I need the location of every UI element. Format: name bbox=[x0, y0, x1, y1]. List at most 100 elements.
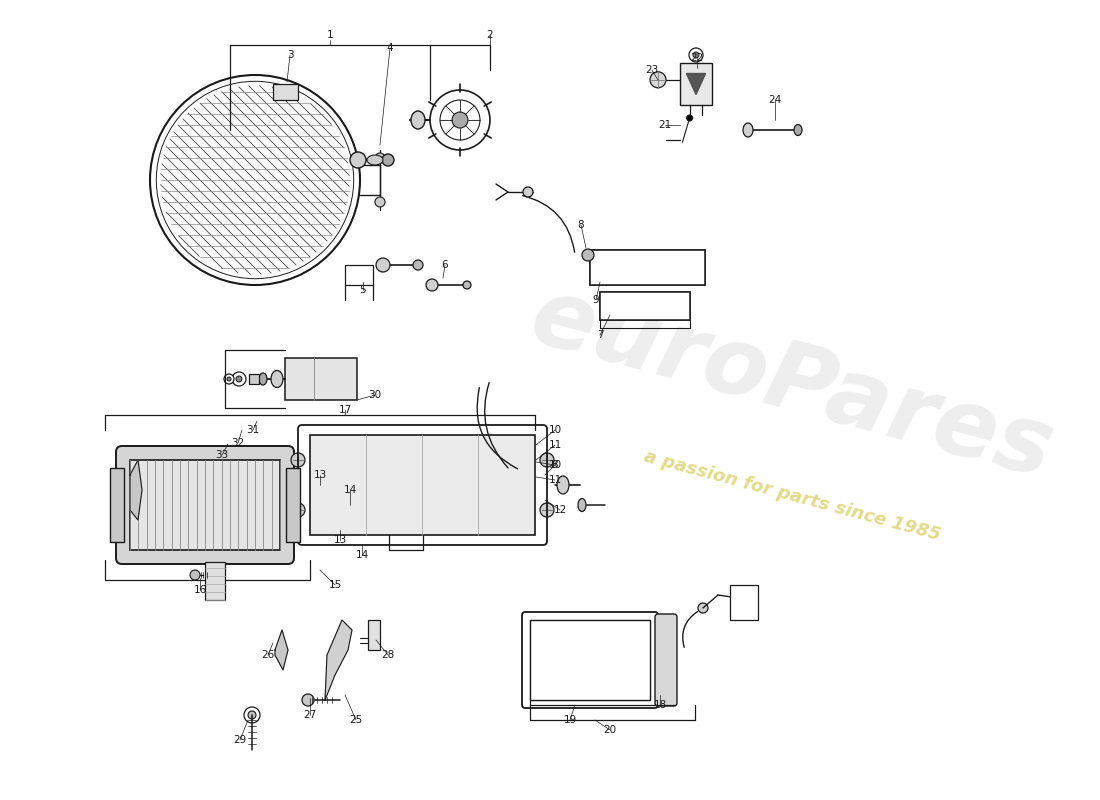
Ellipse shape bbox=[557, 476, 569, 494]
Circle shape bbox=[463, 281, 471, 289]
Circle shape bbox=[156, 82, 354, 278]
Bar bbox=[600, 292, 690, 320]
Text: 16: 16 bbox=[194, 585, 207, 595]
Circle shape bbox=[224, 374, 234, 384]
Circle shape bbox=[582, 249, 594, 261]
Bar bbox=[285, 358, 358, 400]
Circle shape bbox=[292, 503, 305, 517]
Text: 5: 5 bbox=[360, 285, 366, 295]
Circle shape bbox=[440, 100, 480, 140]
Text: 19: 19 bbox=[563, 715, 576, 725]
Bar bbox=[286, 468, 300, 542]
Circle shape bbox=[150, 75, 360, 285]
FancyBboxPatch shape bbox=[116, 446, 294, 564]
Circle shape bbox=[302, 694, 313, 706]
Circle shape bbox=[430, 90, 490, 150]
Ellipse shape bbox=[742, 123, 754, 137]
Text: 3: 3 bbox=[287, 50, 294, 60]
Circle shape bbox=[452, 112, 468, 128]
Bar bbox=[590, 250, 705, 285]
Bar bbox=[672, 292, 681, 320]
Text: 20: 20 bbox=[604, 725, 617, 735]
Polygon shape bbox=[130, 460, 142, 520]
Text: 14: 14 bbox=[343, 485, 356, 495]
Bar bbox=[530, 620, 650, 700]
Bar bbox=[590, 250, 705, 285]
Bar bbox=[368, 620, 379, 650]
Circle shape bbox=[686, 115, 693, 121]
Circle shape bbox=[540, 503, 554, 517]
Bar bbox=[110, 468, 124, 542]
FancyBboxPatch shape bbox=[654, 614, 676, 706]
Text: 25: 25 bbox=[350, 715, 363, 725]
Text: 24: 24 bbox=[769, 95, 782, 105]
Bar bbox=[730, 585, 758, 620]
Text: 4: 4 bbox=[387, 43, 394, 53]
Circle shape bbox=[689, 48, 703, 62]
Text: 26: 26 bbox=[262, 650, 275, 660]
Bar bbox=[590, 250, 600, 285]
Ellipse shape bbox=[271, 370, 283, 387]
Text: 6: 6 bbox=[442, 260, 449, 270]
Ellipse shape bbox=[258, 373, 267, 385]
Bar bbox=[680, 63, 712, 105]
Text: 11: 11 bbox=[549, 475, 562, 485]
Circle shape bbox=[412, 260, 424, 270]
Circle shape bbox=[292, 453, 305, 467]
Bar bbox=[345, 265, 373, 285]
Bar bbox=[628, 250, 638, 285]
Text: 8: 8 bbox=[578, 220, 584, 230]
Text: 21: 21 bbox=[659, 120, 672, 130]
Circle shape bbox=[382, 154, 394, 166]
Bar bbox=[636, 292, 645, 320]
Text: 28: 28 bbox=[382, 650, 395, 660]
Ellipse shape bbox=[411, 111, 425, 129]
Bar bbox=[654, 292, 663, 320]
Circle shape bbox=[698, 603, 708, 613]
Circle shape bbox=[693, 52, 698, 58]
Bar bbox=[273, 84, 298, 100]
Circle shape bbox=[376, 258, 390, 272]
Text: 15: 15 bbox=[329, 580, 342, 590]
Polygon shape bbox=[686, 74, 705, 94]
Circle shape bbox=[350, 152, 366, 168]
Text: 32: 32 bbox=[231, 438, 244, 448]
Text: 2: 2 bbox=[486, 30, 493, 40]
Ellipse shape bbox=[794, 125, 802, 135]
Text: 11: 11 bbox=[549, 440, 562, 450]
Text: 14: 14 bbox=[355, 550, 368, 560]
Text: 10: 10 bbox=[549, 425, 562, 435]
Bar bbox=[648, 250, 657, 285]
Bar bbox=[530, 620, 650, 700]
Text: 33: 33 bbox=[216, 450, 229, 460]
Circle shape bbox=[375, 197, 385, 207]
Polygon shape bbox=[324, 620, 352, 700]
Text: 17: 17 bbox=[339, 405, 352, 415]
Circle shape bbox=[248, 711, 256, 719]
Text: euroPares: euroPares bbox=[520, 270, 1064, 498]
Text: 23: 23 bbox=[646, 65, 659, 75]
Bar bbox=[667, 250, 676, 285]
Circle shape bbox=[426, 279, 438, 291]
Ellipse shape bbox=[367, 155, 383, 165]
Text: 13: 13 bbox=[314, 470, 327, 480]
Circle shape bbox=[375, 153, 385, 163]
Bar bbox=[205, 562, 225, 600]
Text: 27: 27 bbox=[304, 710, 317, 720]
Circle shape bbox=[227, 377, 231, 381]
Polygon shape bbox=[275, 630, 288, 670]
Text: 1: 1 bbox=[327, 30, 333, 40]
Bar bbox=[600, 292, 609, 320]
Text: 10: 10 bbox=[549, 460, 562, 470]
Bar bbox=[130, 460, 280, 550]
Bar bbox=[310, 435, 535, 535]
Bar bbox=[609, 250, 618, 285]
Text: 7: 7 bbox=[596, 330, 603, 340]
Text: a passion for parts since 1985: a passion for parts since 1985 bbox=[641, 448, 943, 544]
Bar bbox=[600, 292, 690, 320]
Text: 29: 29 bbox=[233, 735, 246, 745]
Text: 8: 8 bbox=[552, 460, 559, 470]
Bar bbox=[249, 374, 258, 384]
Circle shape bbox=[522, 187, 534, 197]
Bar bbox=[618, 292, 627, 320]
